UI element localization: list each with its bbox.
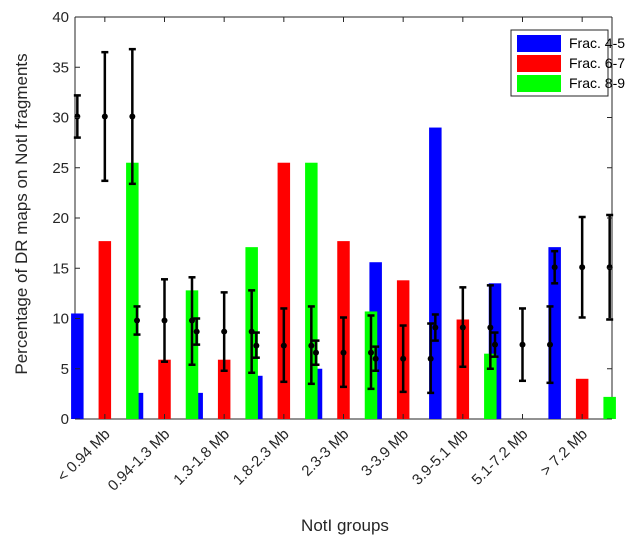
y-tick-label-5: 20 (52, 210, 69, 227)
legend-swatch-3 (517, 75, 561, 92)
expected-point-4-1 (253, 342, 260, 349)
expected-point-7-3 (487, 324, 494, 331)
expected-point-9-3 (606, 264, 613, 271)
expected-point-7-2 (459, 324, 466, 331)
expected-point-4-2 (280, 342, 287, 349)
y-tick-label-6: 25 (52, 160, 69, 177)
expected-point-9-2 (579, 264, 586, 271)
expected-point-5-2 (340, 349, 347, 356)
bar-3-1 (126, 162, 139, 419)
y-tick-label-7: 30 (52, 110, 69, 127)
expected-point-9-1 (551, 264, 558, 271)
expected-point-7-1 (432, 324, 439, 331)
expected-point-2-2 (161, 317, 168, 324)
expected-point-1-3 (129, 113, 136, 120)
expected-point-8-1 (492, 341, 498, 348)
expected-point-3-2 (221, 328, 228, 335)
bar-2-2 (158, 359, 171, 419)
expected-point-8-2 (519, 341, 526, 348)
expected-point-6-1 (372, 355, 379, 362)
bar-2-7 (456, 319, 470, 419)
expected-point-8-3 (547, 341, 553, 348)
bar-3-7 (484, 353, 497, 419)
y-tick-label-2: 5 (61, 361, 69, 378)
legend: Frac. 4-5 Frac. 6-7 Frac. 8-9 (510, 29, 625, 97)
y-tick-label-9: 40 (52, 9, 69, 26)
bar-3-9 (603, 396, 616, 419)
legend-label-2: Frac. 6-7 (569, 55, 625, 71)
bar-2-3 (217, 359, 231, 419)
expected-point-4-3 (308, 342, 315, 349)
bar-1-7 (429, 127, 442, 420)
expected-point-1-1 (74, 113, 81, 120)
x-axis-title: NotI groups (301, 516, 389, 535)
expected-point-5-3 (368, 349, 374, 356)
y-tick-label-8: 35 (52, 59, 69, 76)
y-tick-label-3: 10 (52, 311, 69, 328)
expected-point-6-3 (427, 355, 434, 362)
expected-point-6-2 (400, 355, 407, 362)
bar-1-1 (71, 313, 84, 419)
expected-point-1-2 (101, 113, 108, 120)
expected-point-5-1 (313, 349, 319, 356)
legend-label-3: Frac. 8-9 (569, 75, 625, 91)
bar-1-9 (548, 247, 561, 419)
legend-label-1: Frac. 4-5 (569, 35, 625, 51)
bar-2-1 (98, 241, 112, 419)
legend-swatch-1 (517, 35, 561, 52)
y-axis-title: Percentage of DR maps on NotI fragments (12, 53, 31, 374)
y-tick-label-1: 0 (61, 411, 69, 428)
y-tick-label-4: 15 (52, 260, 69, 277)
legend-swatch-2 (517, 55, 561, 72)
expected-point-3-1 (193, 328, 200, 335)
bar-2-4 (277, 162, 291, 419)
y-axis-ticks: 0 5 10 15 20 25 30 35 40 (52, 9, 612, 428)
errorbars-layer (73, 47, 614, 395)
expected-point-2-1 (134, 317, 140, 324)
bar-2-9 (575, 378, 589, 419)
